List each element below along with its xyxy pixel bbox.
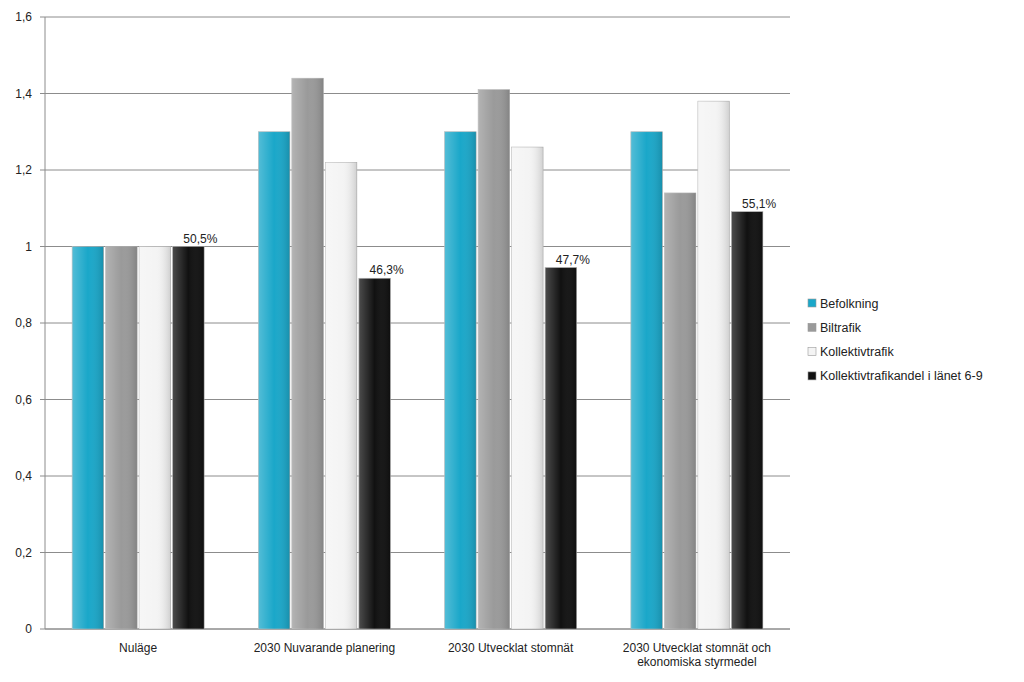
bar: [292, 78, 324, 629]
tick-mark: [40, 476, 45, 477]
bar-shade: [173, 247, 205, 630]
label-line: 2030 Utvecklat stomnät: [448, 641, 574, 655]
label-line: ekonomiska styrmedel: [637, 655, 756, 669]
grid-line: [45, 170, 790, 171]
bar: [698, 101, 730, 629]
bar: [72, 247, 104, 630]
y-tick-label: 1,2: [15, 163, 32, 177]
x-tick-label: 2030 Utvecklat stomnät: [448, 641, 574, 655]
tick-mark: [40, 399, 45, 400]
y-axis: [45, 17, 46, 629]
legend-label: Kollektivtrafik: [820, 345, 894, 359]
y-tick-label: 0,2: [15, 546, 32, 560]
tick-mark: [40, 17, 45, 18]
annotation: 50,5%: [183, 232, 217, 246]
label-line: 2030 Nuvarande planering: [254, 641, 395, 655]
bar-shade: [698, 101, 730, 629]
bar: [512, 147, 544, 629]
annotation: 46,3%: [370, 263, 404, 277]
bars: [72, 78, 763, 629]
y-tick-label: 1: [25, 240, 32, 254]
tick-mark: [40, 246, 45, 247]
y-tick-label: 0,6: [15, 393, 32, 407]
label-line: 2030 Utvecklat stomnät och: [623, 641, 771, 655]
legend-label: Befolkning: [820, 297, 878, 311]
bar: [664, 193, 696, 629]
bar-shade: [445, 132, 477, 629]
label-line: Nuläge: [119, 641, 157, 655]
bar-shade: [325, 162, 357, 629]
grid-line: [45, 17, 790, 18]
y-tick-label: 0,4: [15, 469, 32, 483]
bar-shade: [292, 78, 324, 629]
tick-mark: [40, 170, 45, 171]
bar: [445, 132, 477, 629]
bar-shade: [72, 247, 104, 630]
bar-shade: [139, 247, 171, 630]
x-tick-label: 2030 Nuvarande planering: [254, 641, 395, 655]
bar-shade: [731, 212, 763, 629]
bar-shade: [478, 90, 510, 629]
bar: [359, 278, 391, 629]
chart: 0 0,2 0,4 0,6 0,8 1 1,2 1,4 1,6 50,5% 46,3% 47,7% 55…: [0, 0, 1024, 682]
tick-mark: [40, 629, 45, 630]
legend-swatch: [808, 372, 816, 380]
y-tick-label: 1,6: [15, 10, 32, 24]
bar: [139, 247, 171, 630]
y-tick-label: 1,4: [15, 87, 32, 101]
bar: [325, 162, 357, 629]
legend-label: Kollektivtrafikandel i länet 6-9: [820, 369, 983, 383]
bar-shade: [545, 268, 577, 629]
bar: [478, 90, 510, 629]
bar: [731, 212, 763, 629]
bar-shade: [664, 193, 696, 629]
x-tick-label: Nuläge: [119, 641, 157, 655]
legend-swatch: [808, 348, 816, 356]
bar-shade: [512, 147, 544, 629]
y-tick-label: 0,8: [15, 316, 32, 330]
grid-line: [45, 93, 790, 94]
annotation: 55,1%: [742, 197, 776, 211]
annotation: 47,7%: [556, 253, 590, 267]
x-tick-label: 2030 Utvecklat stomnät ochekonomiska sty…: [623, 641, 771, 669]
bar: [173, 247, 205, 630]
bar: [258, 132, 290, 629]
bar-shade: [631, 132, 663, 629]
bar: [631, 132, 663, 629]
bar-shade: [106, 247, 138, 630]
tick-mark: [40, 552, 45, 553]
tick-mark: [40, 323, 45, 324]
bar-shade: [258, 132, 290, 629]
y-tick-label: 0: [25, 622, 32, 636]
legend-swatch: [808, 323, 816, 331]
bar: [106, 247, 138, 630]
bar-shade: [359, 278, 391, 629]
legend-label: Biltrafik: [820, 321, 862, 335]
tick-mark: [40, 93, 45, 94]
legend-swatch: [808, 299, 816, 307]
bar: [545, 268, 577, 629]
